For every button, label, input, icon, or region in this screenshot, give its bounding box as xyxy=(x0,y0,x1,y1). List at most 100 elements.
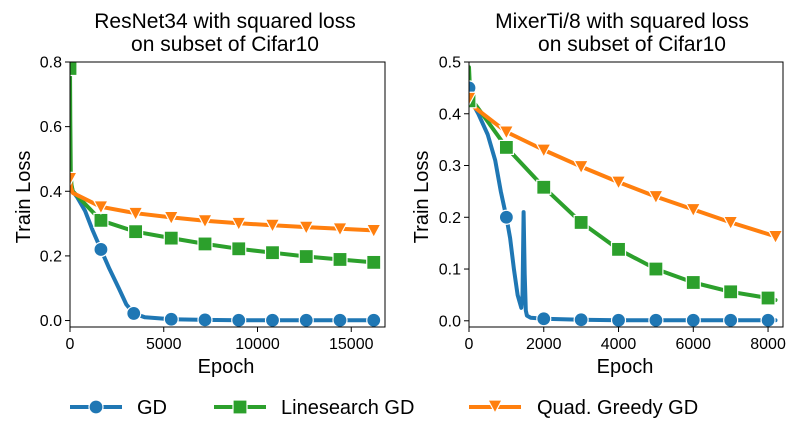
data-point-quad xyxy=(498,125,515,141)
chart-title-line2: on subset of Cifar10 xyxy=(538,33,726,56)
x-tick-label: 15000 xyxy=(329,336,374,353)
resnet34-panel: ResNet34 with squared loss on subset of … xyxy=(13,10,386,378)
data-point-linesearch xyxy=(723,284,739,300)
y-tick-label: 0.3 xyxy=(439,158,461,175)
data-point-quad xyxy=(230,216,247,232)
data-point-gd xyxy=(685,312,701,327)
y-axis-label: Train Loss xyxy=(411,151,433,244)
data-point-gd xyxy=(126,305,142,322)
data-point-linesearch xyxy=(610,241,627,257)
data-point-linesearch xyxy=(298,248,314,265)
legend-marker-linesearch xyxy=(232,399,248,415)
data-point-gd xyxy=(298,312,314,327)
data-point-linesearch xyxy=(573,214,589,231)
data-point-gd xyxy=(93,241,109,258)
data-point-linesearch xyxy=(70,62,78,77)
series-group xyxy=(70,62,382,327)
y-tick-label: 0.4 xyxy=(439,106,461,123)
axes-frame xyxy=(69,61,386,328)
data-point-gd xyxy=(163,311,179,327)
data-point-quad xyxy=(535,143,552,159)
legend-item-linesearch: Linesearch GD xyxy=(214,397,414,419)
chart-title-line1: MixerTi/8 with squared loss xyxy=(495,10,749,33)
data-point-linesearch xyxy=(685,274,701,291)
x-axis-label: Epoch xyxy=(597,356,654,378)
legend-item-gd: GD xyxy=(70,397,167,419)
data-point-quad xyxy=(264,218,281,234)
data-point-linesearch xyxy=(264,245,281,261)
series-line-linesearch xyxy=(70,66,376,265)
data-point-gd xyxy=(469,80,477,96)
plot-area-resnet34: 0 5000 10000 15000 0.0 0.2 0.4 0.6 0.8 xyxy=(40,55,386,353)
data-point-gd xyxy=(264,312,281,327)
x-tick-label: 5000 xyxy=(146,336,182,353)
data-point-quad xyxy=(767,229,783,245)
data-point-gd xyxy=(536,311,552,327)
data-point-linesearch xyxy=(469,93,477,109)
x-tick-label: 0 xyxy=(66,336,75,353)
data-point-linesearch xyxy=(128,224,144,240)
x-tick-label: 10000 xyxy=(235,336,280,353)
data-point-quad xyxy=(70,171,79,187)
data-point-gd xyxy=(648,312,664,327)
legend: GD Linesearch GD Quad. Greedy GD xyxy=(70,397,698,419)
legend-marker-gd xyxy=(88,399,104,415)
data-point-quad xyxy=(469,91,478,107)
data-point-gd xyxy=(723,312,739,327)
legend-label-quad: Quad. Greedy GD xyxy=(537,397,698,419)
data-point-quad xyxy=(127,206,144,222)
data-point-gd xyxy=(573,312,589,327)
legend-item-quad: Quad. Greedy GD xyxy=(469,397,698,419)
y-axis-label: Train Loss xyxy=(13,151,35,244)
x-tick-label: 2000 xyxy=(526,336,562,353)
y-tick-label: 0.8 xyxy=(40,55,62,72)
chart-title-line2: on subset of Cifar10 xyxy=(131,33,319,56)
data-point-quad xyxy=(298,220,315,236)
data-point-linesearch xyxy=(366,254,382,270)
x-tick-label: 4000 xyxy=(601,336,637,353)
data-point-linesearch xyxy=(93,212,109,228)
data-point-quad xyxy=(331,222,349,238)
data-point-quad xyxy=(722,215,739,231)
y-tick-label: 0.2 xyxy=(439,210,461,227)
x-tick-label: 6000 xyxy=(675,336,711,353)
data-point-quad xyxy=(365,223,382,239)
plot-area-mixerti8: 0 2000 4000 6000 8000 0.0 0.1 0.2 0.3 0.4 0.5 xyxy=(439,55,786,354)
x-tick-label: 0 xyxy=(465,336,474,353)
data-point-gd xyxy=(610,312,627,327)
data-point-quad xyxy=(610,175,627,191)
data-point-linesearch xyxy=(332,251,348,268)
data-point-linesearch xyxy=(536,179,552,195)
data-point-gd xyxy=(332,312,348,327)
data-point-linesearch xyxy=(197,236,213,252)
data-point-gd xyxy=(760,312,776,327)
series-group xyxy=(469,65,783,327)
legend-label-linesearch: Linesearch GD xyxy=(281,397,414,419)
data-point-quad xyxy=(163,210,180,226)
data-point-quad xyxy=(685,202,702,218)
data-point-gd xyxy=(498,209,514,225)
data-point-linesearch xyxy=(760,290,776,306)
chart-title-line1: ResNet34 with squared loss xyxy=(94,10,355,33)
data-point-quad xyxy=(573,159,590,175)
y-tick-label: 0.6 xyxy=(40,119,62,136)
data-point-quad xyxy=(647,189,664,205)
data-point-quad xyxy=(92,200,109,216)
y-tick-label: 0.0 xyxy=(439,313,461,330)
y-tick-label: 0.2 xyxy=(40,248,62,265)
legend-label-gd: GD xyxy=(137,397,167,419)
data-point-linesearch xyxy=(163,230,179,246)
y-tick-label: 0.0 xyxy=(40,313,62,330)
x-axis-label: Epoch xyxy=(198,356,255,378)
series-line-quad xyxy=(70,176,376,233)
mixerti8-panel: MixerTi/8 with squared loss on subset of… xyxy=(411,10,786,378)
data-point-linesearch xyxy=(648,261,664,277)
legend-marker-quad xyxy=(486,399,504,415)
x-tick-label: 8000 xyxy=(750,336,786,353)
data-point-gd xyxy=(231,312,247,327)
y-tick-label: 0.4 xyxy=(40,184,62,201)
data-point-linesearch xyxy=(231,241,247,257)
data-point-gd xyxy=(366,312,382,327)
series-line-quad xyxy=(469,88,778,239)
